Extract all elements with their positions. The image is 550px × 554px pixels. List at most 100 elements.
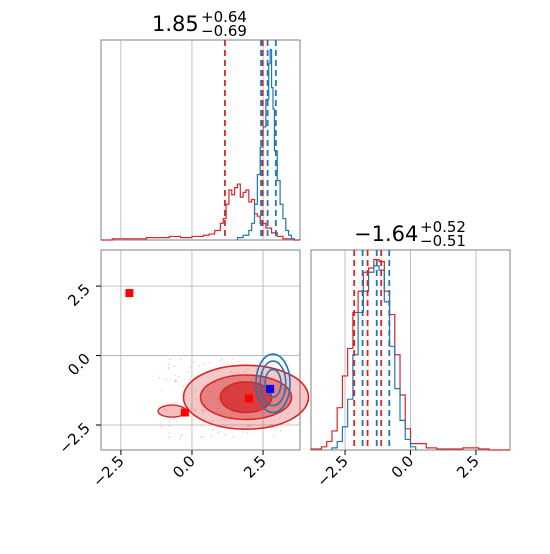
marker-1: [180, 408, 189, 417]
scatter-point-43: [250, 378, 253, 381]
hist-panel-1-title-minus: −0.69: [201, 22, 247, 40]
scatter-point-7: [225, 419, 227, 421]
scatter-point-74: [167, 367, 170, 369]
scatter-point-23: [221, 419, 223, 421]
scatter-point-6: [246, 431, 249, 434]
scatter-point-75: [168, 432, 170, 435]
ytick-label-2: −2.5: [55, 419, 93, 457]
xtick-label-2: 2.5: [240, 452, 270, 482]
scatter-point-69: [158, 377, 160, 379]
scatter-point-118: [212, 420, 214, 422]
contour-panel: −2.5 0.0 2.5 2.5 0.0 −2.5: [55, 249, 310, 491]
scatter-point-50: [174, 374, 176, 376]
scatter-point-139: [202, 411, 205, 413]
hist-panel-1-quantiles: [224, 40, 277, 240]
scatter-point-106: [198, 364, 201, 367]
scatter-point-44: [193, 361, 196, 363]
scatter-point-100: [184, 395, 186, 398]
scatter-point-133: [200, 425, 203, 427]
scatter-point-90: [217, 432, 219, 434]
scatter-point-58: [230, 371, 232, 373]
scatter-point-13: [287, 422, 290, 425]
hist-panel-2-grid: [344, 250, 477, 450]
scatter-point-8: [248, 425, 251, 427]
scatter-point-113: [211, 397, 214, 399]
xtick-label-1: 0.0: [388, 452, 418, 482]
scatter-point-77: [161, 389, 163, 392]
scatter-point-120: [174, 379, 177, 382]
scatter-point-137: [175, 380, 177, 383]
scatter-point-99: [249, 424, 252, 427]
scatter-point-104: [182, 385, 184, 387]
hist-panel-2-xticks: −2.5 0.0 2.5: [313, 450, 483, 491]
hist-panel-1: 1.85 +0.64 −0.69: [100, 8, 301, 241]
scatter-point-131: [237, 360, 239, 362]
scatter-point-3: [167, 367, 170, 369]
hist-series-1: [331, 265, 417, 450]
marker-3: [266, 384, 275, 393]
scatter-point-31: [216, 398, 219, 400]
scatter-point-89: [243, 371, 246, 373]
scatter-point-22: [189, 366, 192, 369]
hist-panel-2: −2.5 0.0 2.5 −1.64 +0.52 −0.51: [310, 218, 511, 491]
scatter-point-73: [193, 409, 196, 411]
scatter-point-34: [193, 419, 195, 421]
scatter-point-40: [232, 436, 235, 438]
xtick-label-1: 0.0: [169, 452, 199, 482]
scatter-point-88: [231, 358, 234, 360]
hist-panel-2-series: [310, 258, 510, 451]
scatter-point-127: [209, 361, 211, 364]
scatter-point-132: [194, 409, 197, 412]
xtick-label-0: −2.5: [89, 452, 127, 490]
hist-panel-1-frame: [100, 39, 301, 241]
scatter-point-20: [205, 409, 207, 412]
scatter-point-111: [168, 424, 171, 427]
scatter-point-129: [168, 421, 171, 423]
scatter-point-78: [217, 407, 219, 410]
scatter-point-30: [287, 411, 289, 414]
scatter-point-2: [217, 397, 220, 399]
scatter-point-85: [277, 404, 280, 407]
hist-series-0: [310, 258, 510, 451]
scatter-point-108: [270, 423, 272, 426]
hist-panel-1-title-value: 1.85: [152, 12, 199, 36]
marker-2: [244, 394, 253, 403]
scatter-point-32: [216, 370, 219, 373]
scatter-point-81: [173, 365, 176, 368]
contour-panel-xticks: −2.5 0.0 2.5: [89, 450, 270, 491]
scatter-point-101: [200, 436, 202, 438]
scatter-point-112: [223, 417, 225, 420]
ytick-label-1: 0.0: [64, 350, 94, 380]
scatter-point-54: [247, 368, 249, 370]
scatter-point-55: [188, 371, 191, 373]
scatter-point-19: [178, 375, 180, 378]
scatter-point-14: [214, 393, 216, 396]
hist-panel-2-title-value: −1.64: [354, 222, 418, 246]
scatter-point-27: [218, 430, 221, 433]
hist-series-0: [101, 183, 300, 241]
scatter-point-84: [219, 360, 222, 362]
scatter-point-119: [210, 435, 212, 438]
scatter-point-62: [165, 409, 168, 412]
scatter-point-51: [279, 416, 281, 419]
marker-0: [125, 289, 134, 298]
scatter-point-60: [224, 433, 227, 436]
scatter-point-33: [218, 402, 221, 405]
scatter-point-21: [167, 363, 170, 366]
contour-panel-markers: [125, 289, 275, 417]
scatter-point-26: [175, 420, 178, 422]
scatter-point-61: [195, 398, 197, 401]
scatter-point-115: [165, 378, 167, 380]
scatter-point-121: [273, 435, 275, 438]
scatter-point-15: [248, 415, 251, 418]
hist-panel-2-title-minus: −0.51: [420, 232, 466, 250]
scatter-point-96: [164, 408, 166, 410]
ytick-label-0: 2.5: [64, 280, 94, 310]
hist-series-1: [236, 48, 295, 240]
scatter-point-67: [212, 429, 214, 431]
scatter-point-117: [279, 429, 282, 432]
scatter-point-12: [173, 402, 176, 404]
scatter-point-71: [203, 363, 205, 365]
scatter-point-130: [175, 379, 177, 382]
